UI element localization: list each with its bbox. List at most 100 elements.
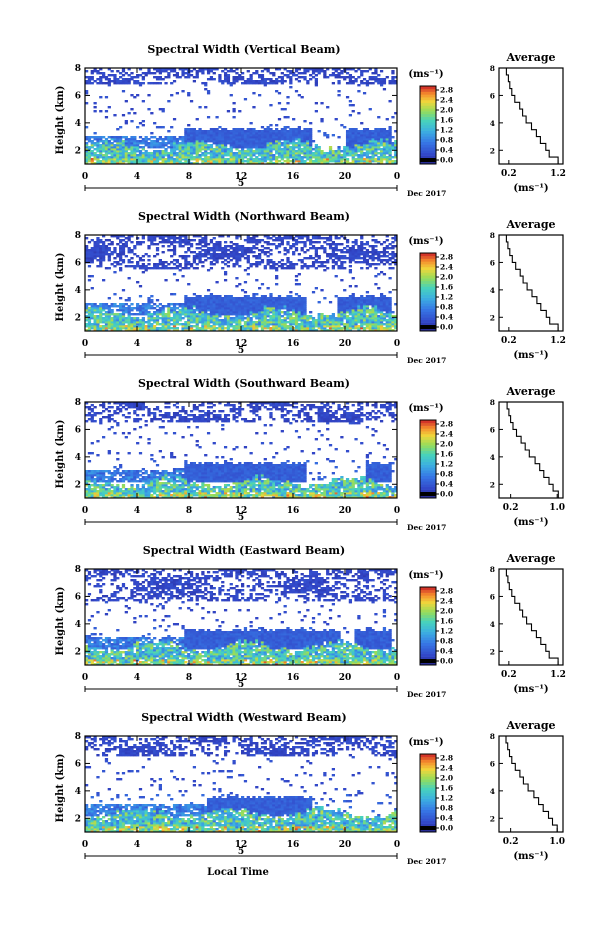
heatmap-cell	[147, 138, 150, 140]
heatmap-cell	[196, 263, 199, 265]
heatmap-cell	[213, 148, 216, 150]
heatmap-cell	[255, 130, 258, 132]
colorbar-tick-label: 0.8	[440, 136, 453, 145]
heatmap-cell	[374, 245, 377, 247]
heatmap-cell	[221, 297, 224, 299]
heatmap-cell	[116, 136, 119, 138]
heatmap-cell	[363, 158, 366, 160]
heatmap-cell	[94, 315, 97, 317]
heatmap-cell	[224, 245, 227, 247]
heatmap-cell	[386, 297, 389, 299]
heatmap-cell	[130, 261, 133, 263]
colorbar-swatch	[420, 108, 436, 111]
heatmap-cell	[298, 253, 301, 255]
heatmap-cell	[176, 72, 179, 74]
heatmap-cell	[224, 279, 227, 281]
heatmap-cell	[210, 261, 213, 263]
heatmap-cell	[176, 259, 179, 261]
day-label: 5	[238, 346, 244, 356]
heatmap-cell	[258, 239, 261, 241]
heatmap-cell	[147, 263, 150, 265]
heatmap-cell	[153, 325, 156, 327]
heatmap-cell	[369, 255, 372, 257]
heatmap-cell	[281, 263, 284, 265]
heatmap-cell	[88, 241, 91, 243]
heatmap-cell	[232, 102, 235, 104]
heatmap-cell	[136, 74, 139, 76]
heatmap-cell	[201, 297, 204, 299]
heatmap-cell	[218, 253, 221, 255]
heatmap-cell	[133, 112, 136, 114]
heatmap-cell	[91, 239, 94, 241]
heatmap-cell	[255, 156, 258, 158]
heatmap-cell	[292, 263, 295, 265]
heatmap-cell	[360, 130, 363, 132]
heatmap-cell	[218, 74, 221, 76]
heatmap-cell	[388, 100, 391, 102]
heatmap-cell	[323, 265, 326, 267]
heatmap-cell	[323, 70, 326, 72]
heatmap-cell	[193, 76, 196, 78]
heatmap-cell	[318, 146, 321, 148]
heatmap-cell	[207, 116, 210, 118]
heatmap-cell	[383, 247, 386, 249]
heatmap-cell	[142, 146, 145, 148]
heatmap-cell	[224, 72, 227, 74]
heatmap-cell	[142, 76, 145, 78]
heatmap-cell	[335, 150, 338, 152]
heatmap-cell	[320, 118, 323, 120]
heatmap-cell	[113, 257, 116, 259]
heatmap-cell	[275, 124, 278, 126]
heatmap-cell	[309, 74, 312, 76]
heatmap-cell	[267, 255, 270, 257]
heatmap-cell	[267, 297, 270, 299]
colorbar-swatch	[420, 278, 436, 281]
heatmap-cell	[196, 118, 199, 120]
heatmap-cell	[142, 72, 145, 74]
heatmap-cell	[210, 247, 213, 249]
heatmap-cell	[230, 251, 233, 253]
heatmap-cell	[366, 291, 369, 293]
panel-0: Spectral Width (Vertical Beam)2468Height…	[55, 43, 566, 198]
heatmap-cell	[94, 478, 97, 480]
heatmap-cell	[122, 78, 125, 80]
heatmap-cell	[173, 303, 176, 305]
heatmap-cell	[96, 82, 99, 84]
heatmap-cell	[369, 130, 372, 132]
heatmap-cell	[295, 283, 298, 285]
heatmap-cell	[201, 261, 204, 263]
heatmap-cell	[281, 72, 284, 74]
heatmap-cell	[391, 136, 394, 138]
heatmap-cell	[88, 275, 91, 277]
heatmap-cell	[247, 70, 250, 72]
heatmap-cell	[326, 243, 329, 245]
heatmap-cell	[164, 142, 167, 144]
heatmap-cell	[88, 460, 91, 462]
heatmap-cell	[147, 82, 150, 84]
colorbar-swatch	[420, 289, 436, 292]
heatmap-cell	[159, 126, 162, 128]
heatmap-cell	[94, 470, 97, 472]
heatmap-cell	[360, 122, 363, 124]
colorbar-swatch	[420, 275, 436, 278]
heatmap-cell	[391, 237, 394, 239]
heatmap-cell	[113, 293, 116, 295]
heatmap-cell	[295, 90, 298, 92]
colorbar-tick-label: 1.6	[440, 283, 453, 292]
heatmap-cell	[167, 303, 170, 305]
heatmap-cell	[145, 72, 148, 74]
heatmap-cell	[150, 72, 153, 74]
heatmap-cell	[215, 241, 218, 243]
heatmap-cell	[119, 76, 122, 78]
heatmap-cell	[352, 76, 355, 78]
heatmap-cell	[94, 142, 97, 144]
heatmap-cell	[105, 311, 108, 313]
heatmap-cell	[284, 253, 287, 255]
heatmap-cell	[343, 297, 346, 299]
heatmap-cell	[94, 106, 97, 108]
heatmap-cell	[298, 241, 301, 243]
date-label: Dec 2017	[407, 189, 446, 198]
heatmap-cell	[108, 140, 111, 142]
heatmap-cell	[179, 263, 182, 265]
